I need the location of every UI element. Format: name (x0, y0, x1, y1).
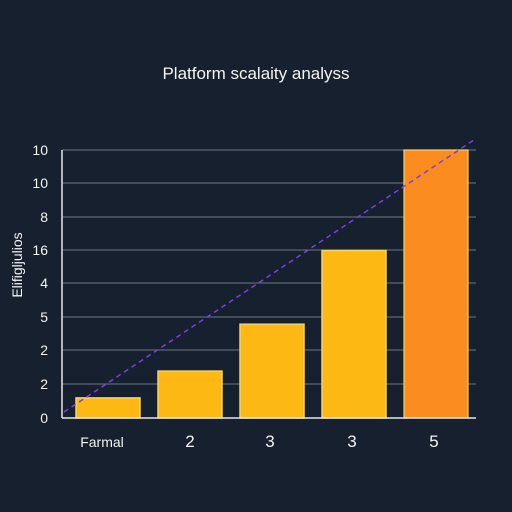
grid-lines (62, 149, 476, 385)
bar (157, 370, 223, 419)
y-tick-label: 0 (40, 410, 48, 426)
bar (321, 249, 387, 419)
trend-line-layer (63, 137, 477, 413)
x-tick-label: Farmal (80, 434, 124, 450)
bar (75, 397, 141, 419)
x-tick-label: 3 (265, 432, 274, 451)
chart-title: Platform scalaity analyss (162, 64, 349, 83)
y-tick-label: 10 (32, 142, 48, 158)
x-tick-label: 3 (347, 432, 356, 451)
bar (239, 323, 305, 419)
y-axis-ticks: 0 2 2 5 4 16 8 10 10 (32, 142, 48, 426)
trend-line (63, 137, 477, 413)
y-tick-label: 2 (40, 376, 48, 392)
y-axis-label: Elifigljulios (9, 232, 25, 297)
y-tick-label: 2 (40, 342, 48, 358)
y-tick-label: 16 (32, 242, 48, 258)
y-tick-label: 8 (40, 209, 48, 225)
axes (61, 150, 476, 419)
x-tick-label: 5 (429, 432, 438, 451)
bars (75, 149, 469, 419)
y-tick-label: 10 (32, 175, 48, 191)
x-tick-label: 2 (185, 432, 194, 451)
bar (403, 149, 469, 419)
y-tick-label: 5 (40, 309, 48, 325)
y-tick-label: 4 (40, 275, 48, 291)
x-axis-ticks: Farmal 2 3 3 5 (80, 432, 439, 451)
